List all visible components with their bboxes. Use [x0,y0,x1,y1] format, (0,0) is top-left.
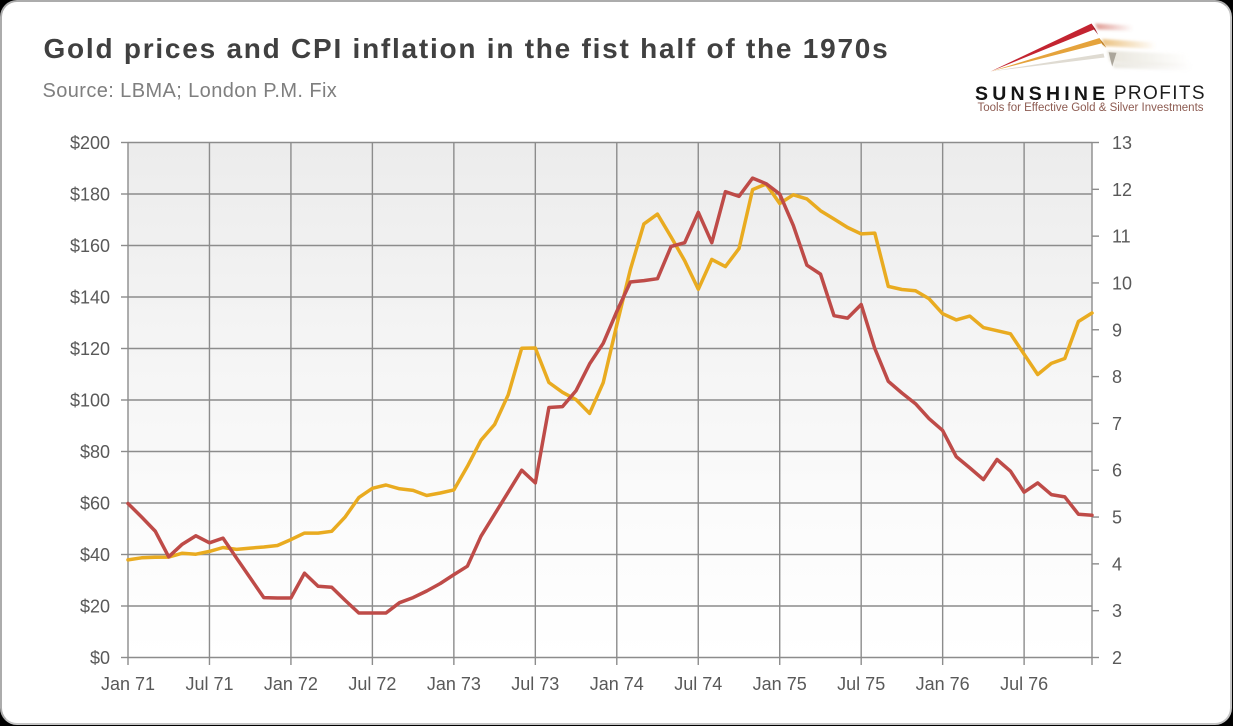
svg-text:Jul 73: Jul 73 [511,674,559,694]
svg-text:Jul 76: Jul 76 [1000,674,1048,694]
svg-text:5: 5 [1112,508,1122,528]
svg-text:$200: $200 [70,133,110,153]
svg-text:$0: $0 [90,648,110,668]
svg-text:$20: $20 [80,597,110,617]
svg-text:Jan 72: Jan 72 [264,674,318,694]
svg-text:Jan 73: Jan 73 [427,674,481,694]
svg-text:3: 3 [1112,601,1122,621]
svg-text:12: 12 [1112,180,1132,200]
svg-text:9: 9 [1112,320,1122,340]
svg-text:Jul 72: Jul 72 [348,674,396,694]
svg-text:Jul 71: Jul 71 [185,674,233,694]
svg-text:10: 10 [1112,274,1132,294]
svg-text:$180: $180 [70,185,110,205]
svg-text:$140: $140 [70,288,110,308]
svg-text:Jan 76: Jan 76 [916,674,970,694]
svg-text:2: 2 [1112,648,1122,668]
svg-text:13: 13 [1112,133,1132,153]
svg-text:4: 4 [1112,554,1122,574]
svg-text:$120: $120 [70,339,110,359]
svg-text:Jan 71: Jan 71 [101,674,155,694]
svg-text:Jan 74: Jan 74 [590,674,644,694]
svg-text:$60: $60 [80,494,110,514]
svg-text:$80: $80 [80,442,110,462]
svg-text:$160: $160 [70,236,110,256]
svg-text:Jul 75: Jul 75 [837,674,885,694]
svg-text:7: 7 [1112,414,1122,434]
svg-text:11: 11 [1112,227,1131,247]
svg-text:$100: $100 [70,391,110,411]
svg-text:Jan 75: Jan 75 [753,674,807,694]
svg-text:Jul 74: Jul 74 [674,674,722,694]
svg-text:$40: $40 [80,545,110,565]
svg-text:6: 6 [1112,461,1122,481]
svg-text:8: 8 [1112,367,1122,387]
